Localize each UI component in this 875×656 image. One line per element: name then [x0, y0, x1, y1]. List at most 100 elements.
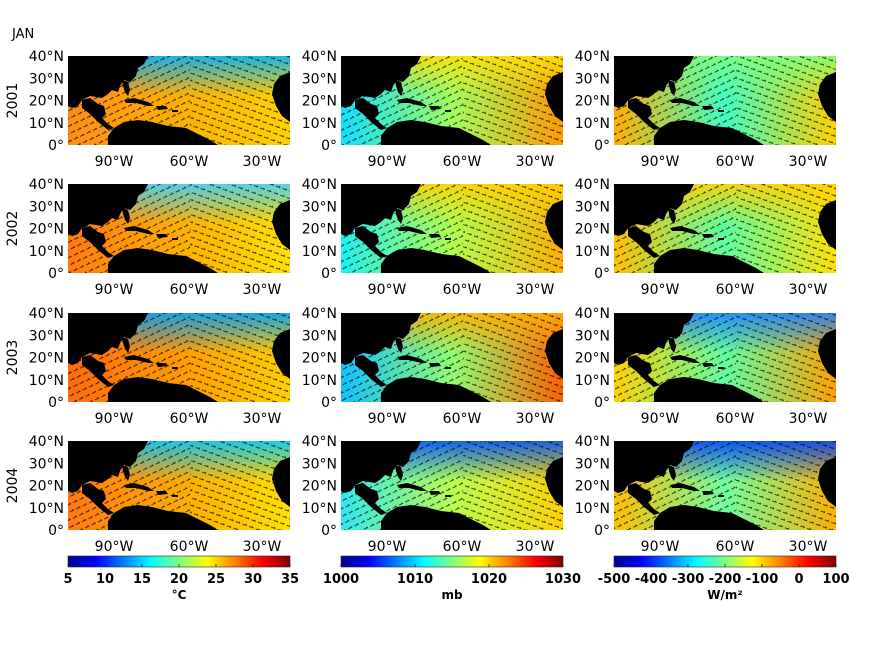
land-north-america: [68, 184, 148, 236]
land-north-america: [341, 184, 421, 236]
land-south-america: [381, 248, 491, 273]
map-panel-2004-sea-surface-temperature: 0° 10°N 20°N 30°N 40°N 90°W 60°W 30°W: [29, 434, 290, 555]
land-south-america: [381, 120, 491, 145]
land-cuba: [124, 483, 154, 491]
land-puerto-rico: [718, 495, 724, 497]
lat-tick-label: 30°N: [302, 328, 337, 344]
lat-tick-label: 40°N: [575, 49, 610, 65]
lat-tick-label: 40°N: [575, 434, 610, 450]
land-south-america: [108, 120, 218, 145]
colorbar-tick-label: -400: [635, 572, 668, 587]
land-hispaniola: [156, 491, 168, 495]
lat-tick-label: 0°: [48, 523, 64, 539]
land-north-america: [614, 56, 694, 108]
land-africa: [272, 457, 290, 507]
wind-vectors: [463, 56, 563, 145]
lon-tick-label: 90°W: [641, 539, 680, 555]
land-central-america: [628, 483, 660, 515]
colorbar-label: W/m²: [707, 588, 742, 602]
lat-tick-label: 20°N: [302, 94, 337, 110]
land-central-america: [628, 98, 660, 130]
lon-tick-label: 30°W: [243, 539, 282, 555]
lat-tick-label: 30°N: [302, 456, 337, 472]
land-cuba: [124, 355, 154, 363]
land-florida: [122, 465, 130, 481]
year-label-2002: 2002: [5, 211, 21, 247]
land-africa: [272, 200, 290, 250]
colorbar-tick-label: 1030: [545, 572, 581, 587]
lat-tick-label: 0°: [48, 138, 64, 154]
lat-tick-label: 0°: [594, 138, 610, 154]
land-north-america: [68, 313, 148, 365]
lat-tick-label: 10°N: [575, 244, 610, 260]
lat-tick-label: 0°: [594, 266, 610, 282]
colorbar-tick-label: 25: [207, 572, 225, 587]
map-panel-2001-sea-level-pressure: 0° 10°N 20°N 30°N 40°N 90°W 60°W 30°W: [302, 49, 563, 170]
land-cuba: [670, 355, 700, 363]
colorbar-tick-label: 1010: [397, 572, 433, 587]
lon-tick-label: 30°W: [789, 154, 828, 170]
year-label-2004: 2004: [5, 468, 21, 504]
lon-tick-label: 90°W: [95, 282, 134, 298]
land-north-america: [614, 313, 694, 365]
lat-tick-label: 40°N: [302, 177, 337, 193]
wind-vectors: [463, 184, 563, 273]
lon-tick-label: 30°W: [243, 411, 282, 427]
land-north-america: [68, 56, 148, 108]
lat-tick-label: 20°N: [302, 479, 337, 495]
year-label-2001: 2001: [5, 83, 21, 119]
land-cuba: [124, 226, 154, 234]
lat-tick-label: 30°N: [302, 199, 337, 215]
land-cuba: [670, 483, 700, 491]
land-hispaniola: [156, 106, 168, 110]
lat-tick-label: 30°N: [575, 71, 610, 87]
land-puerto-rico: [718, 238, 724, 240]
land-florida: [395, 80, 403, 96]
lat-tick-label: 30°N: [29, 328, 64, 344]
land-cuba: [670, 98, 700, 106]
land-africa: [272, 72, 290, 122]
lat-tick-label: 30°N: [302, 71, 337, 87]
lat-tick-label: 40°N: [575, 177, 610, 193]
land-hispaniola: [429, 106, 441, 110]
land-florida: [395, 337, 403, 353]
land-south-america: [108, 248, 218, 273]
lon-tick-label: 30°W: [243, 154, 282, 170]
colorbar-tick-label: -300: [672, 572, 705, 587]
lon-tick-label: 30°W: [789, 411, 828, 427]
lon-tick-label: 30°W: [516, 539, 555, 555]
colorbar-tick-label: 35: [281, 572, 299, 587]
wind-vectors: [463, 441, 563, 530]
land-africa: [818, 457, 836, 507]
lon-tick-label: 60°W: [716, 411, 755, 427]
colorbar-sea-level-pressure: 1000 1010 1020 1030 mb: [323, 555, 581, 602]
wind-vectors: [736, 184, 836, 273]
land-florida: [122, 337, 130, 353]
land-central-america: [355, 226, 387, 258]
land-africa: [818, 329, 836, 379]
lon-tick-label: 90°W: [368, 282, 407, 298]
lat-tick-label: 20°N: [29, 94, 64, 110]
land-hispaniola: [156, 363, 168, 367]
lon-tick-label: 90°W: [641, 282, 680, 298]
map-panel-2001-net-heat-flux: 0° 10°N 20°N 30°N 40°N 90°W 60°W 30°W: [575, 49, 836, 170]
lon-tick-label: 30°W: [789, 282, 828, 298]
colorbar-tick-label: 0: [794, 572, 803, 587]
colorbar-tick-label: 20: [170, 572, 188, 587]
land-central-america: [82, 355, 114, 387]
lat-tick-label: 0°: [594, 523, 610, 539]
land-central-america: [82, 226, 114, 258]
wind-vectors: [736, 56, 836, 145]
colorbar-sea-surface-temperature: 5 10 15 20 25 30 35 °C: [63, 555, 299, 602]
lat-tick-label: 20°N: [575, 351, 610, 367]
year-label-2003: 2003: [5, 340, 21, 376]
lat-tick-label: 10°N: [575, 116, 610, 132]
land-hispaniola: [702, 234, 714, 238]
lat-tick-label: 30°N: [29, 199, 64, 215]
lat-tick-label: 40°N: [29, 434, 64, 450]
lon-tick-label: 30°W: [516, 411, 555, 427]
lat-tick-label: 30°N: [575, 456, 610, 472]
colorbar-tick-label: 1020: [471, 572, 507, 587]
land-hispaniola: [156, 234, 168, 238]
